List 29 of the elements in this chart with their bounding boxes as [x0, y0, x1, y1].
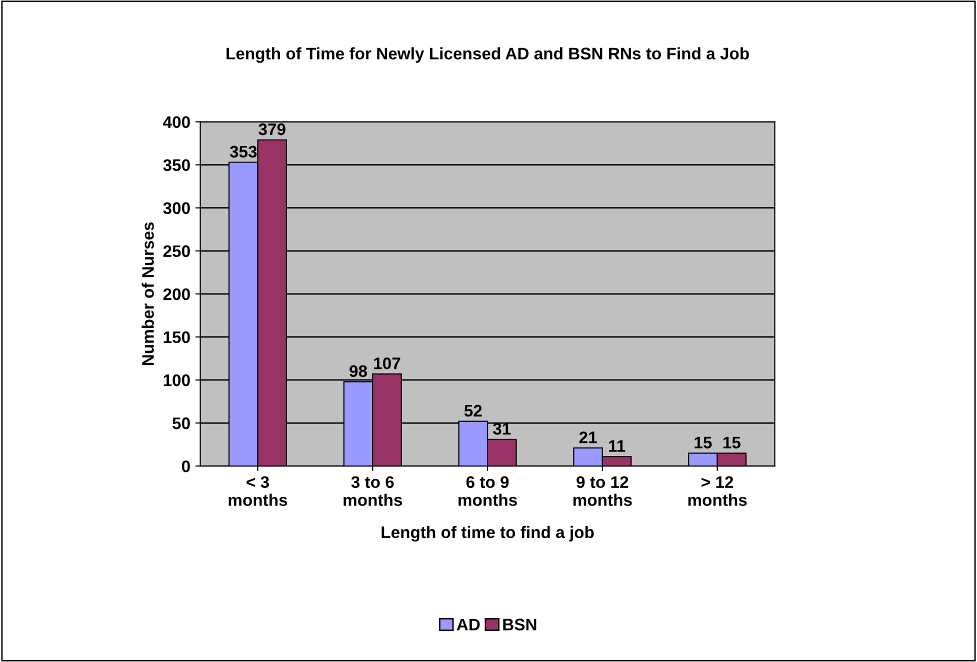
- data-label: 31: [493, 422, 511, 435]
- y-tick-label: 400: [163, 116, 190, 128]
- data-label: 15: [723, 436, 740, 448]
- x-tick-label: 3 to 6 months: [344, 476, 402, 506]
- data-label: 107: [374, 357, 400, 370]
- y-tick-label: 150: [164, 331, 190, 344]
- y-tick-label: 300: [163, 202, 190, 214]
- x-tick-label: > 12 months: [688, 476, 747, 506]
- y-tick-label: 0: [182, 460, 190, 472]
- y-tick-label: 250: [163, 245, 190, 258]
- data-label: 379: [258, 123, 286, 136]
- x-axis-title: Length of time to find a job: [382, 526, 594, 542]
- y-tick-label: 50: [172, 417, 190, 430]
- legend-label: BSN: [503, 618, 536, 630]
- x-tick-label: 6 to 9 months: [458, 476, 517, 506]
- data-label: 11: [609, 440, 626, 452]
- y-tick-label: 200: [163, 288, 190, 300]
- y-tick-label: 350: [163, 159, 190, 172]
- data-label: 353: [230, 146, 257, 158]
- y-axis-title: Number of Nurses: [142, 222, 154, 366]
- chart-title: Length of Time for Newly Licensed AD and BSN RNs to Find a Job: [226, 47, 749, 63]
- x-tick-label: 9 to 12 months: [573, 476, 632, 506]
- data-label: 98: [350, 365, 368, 378]
- x-tick-label: < 3 months: [228, 476, 288, 506]
- data-label: 21: [579, 431, 597, 444]
- data-label: 52: [464, 404, 482, 417]
- y-tick-label: 100: [164, 374, 190, 386]
- data-label: 15: [694, 436, 712, 448]
- legend-label: AD: [456, 618, 480, 630]
